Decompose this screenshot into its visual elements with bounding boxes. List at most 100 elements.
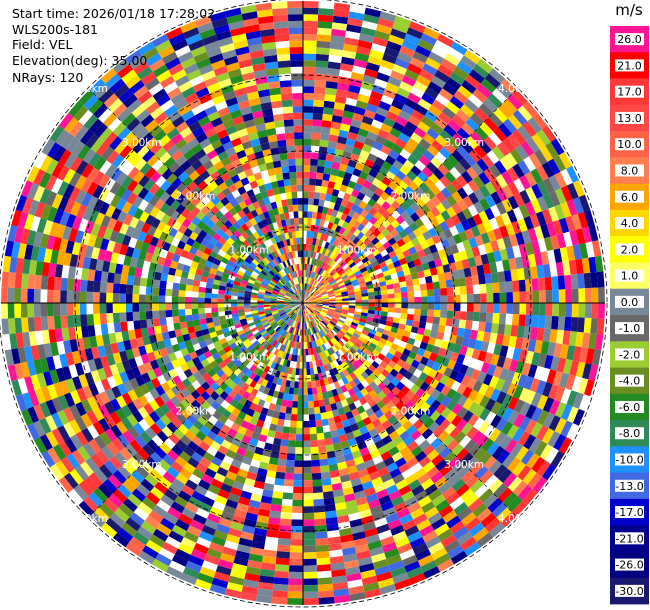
velocity-gate bbox=[328, 463, 339, 472]
velocity-gate bbox=[272, 390, 280, 399]
velocity-gate bbox=[477, 350, 487, 362]
velocity-gate bbox=[300, 309, 302, 316]
velocity-gate bbox=[346, 572, 362, 582]
velocity-gate bbox=[324, 283, 331, 289]
velocity-gate bbox=[308, 305, 315, 309]
velocity-gate bbox=[303, 211, 308, 218]
velocity-gate bbox=[513, 399, 525, 414]
velocity-gate bbox=[364, 68, 379, 79]
velocity-gate bbox=[498, 281, 507, 293]
velocity-gate bbox=[471, 275, 480, 286]
velocity-gate bbox=[349, 251, 357, 260]
velocity-gate bbox=[324, 264, 331, 272]
velocity-gate bbox=[385, 512, 400, 524]
velocity-gate bbox=[125, 284, 134, 295]
velocity-gate bbox=[365, 263, 374, 271]
velocity-gate bbox=[320, 133, 330, 141]
velocity-gate bbox=[378, 65, 393, 77]
velocity-gate bbox=[348, 585, 365, 595]
velocity-gate bbox=[511, 220, 522, 235]
velocity-gate bbox=[367, 364, 377, 373]
velocity-gate bbox=[333, 274, 341, 280]
velocity-gate bbox=[204, 297, 212, 303]
velocity-gate bbox=[303, 545, 317, 553]
velocity-gate bbox=[387, 180, 399, 191]
velocity-gate bbox=[377, 245, 386, 253]
velocity-gate bbox=[353, 287, 361, 293]
velocity-gate bbox=[368, 295, 376, 300]
velocity-gate bbox=[416, 519, 432, 532]
velocity-gate bbox=[367, 443, 378, 453]
velocity-gate bbox=[299, 329, 302, 336]
velocity-gate bbox=[319, 192, 327, 201]
velocity-gate bbox=[345, 30, 361, 40]
velocity-gate bbox=[481, 154, 495, 168]
velocity-gate bbox=[303, 300, 310, 303]
velocity-gate bbox=[384, 364, 394, 374]
velocity-gate bbox=[343, 171, 353, 181]
velocity-gate bbox=[325, 214, 332, 222]
velocity-gate bbox=[344, 256, 352, 264]
velocity-gate bbox=[288, 387, 295, 395]
velocity-gate bbox=[303, 86, 315, 94]
velocity-gate bbox=[463, 267, 472, 278]
velocity-gate bbox=[325, 153, 335, 162]
velocity-gate bbox=[315, 306, 323, 310]
velocity-gate bbox=[311, 327, 315, 335]
velocity-gate bbox=[361, 245, 370, 254]
velocity-gate bbox=[303, 145, 312, 153]
velocity-gate bbox=[325, 257, 332, 265]
velocity-gate bbox=[335, 300, 343, 303]
velocity-gate bbox=[309, 299, 316, 302]
velocity-gate bbox=[470, 461, 484, 475]
velocity-gate bbox=[583, 317, 592, 334]
velocity-gate bbox=[378, 414, 388, 425]
velocity-gate bbox=[346, 249, 355, 257]
velocity-gate bbox=[399, 81, 414, 93]
velocity-gate bbox=[271, 444, 281, 453]
velocity-gate bbox=[329, 361, 336, 369]
velocity-gate bbox=[293, 387, 299, 395]
velocity-gate bbox=[360, 226, 369, 235]
velocity-gate bbox=[290, 532, 303, 540]
velocity-gate bbox=[303, 506, 314, 514]
velocity-gate bbox=[365, 407, 375, 417]
velocity-gate bbox=[536, 165, 549, 181]
velocity-gate bbox=[396, 358, 406, 368]
velocity-gate bbox=[471, 246, 481, 258]
velocity-gate bbox=[470, 225, 481, 238]
velocity-gate bbox=[583, 272, 592, 289]
velocity-gate bbox=[331, 28, 347, 38]
velocity-gate bbox=[315, 304, 323, 307]
velocity-gate bbox=[275, 425, 284, 433]
velocity-gate bbox=[298, 342, 301, 349]
velocity-gate bbox=[341, 311, 348, 315]
velocity-gate bbox=[499, 303, 507, 314]
velocity-gate bbox=[564, 316, 572, 332]
velocity-gate bbox=[390, 200, 401, 211]
velocity-gate bbox=[330, 260, 337, 268]
velocity-gate bbox=[479, 312, 487, 323]
velocity-gate bbox=[314, 293, 321, 298]
velocity-gate bbox=[303, 401, 309, 409]
velocity-gate bbox=[342, 229, 350, 237]
velocity-gate bbox=[311, 258, 315, 265]
velocity-gate bbox=[342, 361, 350, 370]
velocity-gate bbox=[333, 415, 342, 424]
velocity-gate bbox=[373, 335, 381, 342]
velocity-gate bbox=[312, 319, 318, 326]
velocity-gate bbox=[368, 306, 376, 311]
velocity-gate bbox=[437, 364, 447, 375]
velocity-gate bbox=[584, 303, 592, 319]
velocity-gate bbox=[403, 451, 415, 463]
velocity-gate bbox=[419, 255, 428, 265]
velocity-gate bbox=[313, 367, 319, 375]
velocity-gate bbox=[294, 328, 298, 336]
velocity-gate bbox=[319, 458, 329, 467]
velocity-gate bbox=[393, 350, 403, 359]
velocity-gate bbox=[425, 199, 436, 211]
velocity-gate bbox=[347, 292, 355, 296]
velocity-gate bbox=[430, 399, 442, 411]
velocity-gate bbox=[346, 259, 355, 266]
velocity-gate bbox=[459, 250, 468, 261]
